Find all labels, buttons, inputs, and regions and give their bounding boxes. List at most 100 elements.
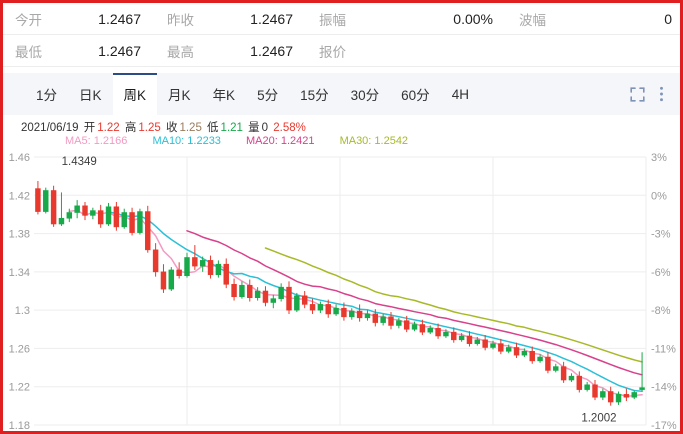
quote-row-1: 今开 1.2467 昨收 1.2467 振幅 0.00% 波幅 0	[3, 3, 680, 35]
y-axis-tick-right: 3%	[651, 152, 667, 164]
ma-line-ma20	[186, 230, 643, 376]
tab-4h[interactable]: 4H	[441, 73, 480, 115]
quote-row-2: 最低 1.2467 最高 1.2467 报价	[3, 35, 680, 67]
quote-label-range: 波幅	[519, 12, 546, 28]
candlestick	[451, 327, 457, 343]
candlestick	[43, 187, 49, 214]
tab-yeark[interactable]: 年K	[202, 73, 247, 115]
candlestick	[631, 390, 637, 400]
candlestick	[364, 310, 371, 321]
candlestick	[74, 200, 80, 219]
candlestick	[482, 335, 488, 351]
tab-15m[interactable]: 15分	[289, 73, 340, 115]
candlestick	[152, 243, 159, 277]
y-axis-tick-left: 1.26	[9, 343, 30, 355]
tab-30m-label: 30分	[350, 88, 380, 103]
y-axis-tick-left: 1.38	[9, 229, 30, 241]
info-close-label: 收	[165, 122, 178, 134]
candlestick	[427, 325, 433, 335]
peak-price-label: 1.4349	[62, 156, 97, 168]
candlestick	[325, 299, 331, 318]
tab-dayk[interactable]: 日K	[68, 73, 113, 115]
candlestick-chart-svg[interactable]: 1.46 3% 1.42 0% 1.38 -3% 1.34 -6% 1.3 -8% 1.26 -11%…	[3, 149, 680, 431]
quote-cell-high: 最高 1.2467	[155, 35, 307, 66]
tab-15m-label: 15分	[300, 88, 329, 103]
info-low-value: 1.21	[220, 122, 243, 134]
candlestick	[207, 255, 214, 279]
candlestick	[443, 329, 449, 338]
period-tabs: 1分 日K 周K 月K 年K 5分 15分 30分 60分 4H	[3, 73, 480, 115]
candlestick	[90, 207, 96, 220]
candlestick	[623, 388, 630, 402]
period-tabbar: 1分 日K 周K 月K 年K 5分 15分 30分 60分 4H	[3, 73, 680, 115]
candlestick	[592, 380, 598, 401]
y-axis-tick-left: 1.22	[9, 382, 30, 394]
quote-value-low: 1.2467	[98, 42, 141, 59]
candlestick	[168, 267, 175, 291]
fullscreen-icon[interactable]	[630, 86, 645, 102]
quote-header: 今开 1.2467 昨收 1.2467 振幅 0.00% 波幅 0 最低 1.2…	[3, 3, 680, 68]
candlestick	[192, 245, 198, 270]
quote-cell-today-open: 今开 1.2467	[3, 3, 155, 34]
trough-price-label: 1.2002	[581, 413, 616, 425]
candlestick	[403, 315, 410, 333]
candlestick	[615, 391, 622, 405]
ma-line-ma10	[107, 211, 643, 393]
quote-label-amplitude: 振幅	[319, 12, 346, 28]
candlestick	[537, 354, 543, 363]
candlestick	[105, 202, 112, 226]
info-low-label: 低	[207, 122, 219, 134]
candlestick	[584, 381, 590, 392]
quote-cell-low: 最低 1.2467	[3, 35, 155, 66]
candlestick	[184, 252, 190, 278]
candlestick	[466, 331, 473, 347]
y-axis-tick-right: -17%	[651, 420, 677, 431]
candlestick	[607, 386, 614, 406]
candlestick	[278, 283, 284, 302]
candlestick	[231, 278, 237, 301]
more-vertical-icon[interactable]	[659, 86, 664, 102]
y-axis-tick-left: 1.34	[9, 267, 30, 279]
tab-weekk[interactable]: 周K	[112, 73, 158, 115]
tab-60m[interactable]: 60分	[390, 73, 441, 115]
candlestick	[254, 287, 261, 301]
ma-line-ma30	[264, 247, 643, 363]
y-axis-tick-right: -8%	[651, 305, 671, 317]
quote-label-high: 最高	[167, 44, 194, 60]
quote-cell-amplitude: 振幅 0.00%	[307, 3, 507, 34]
candlestick	[262, 286, 269, 307]
candlestick	[474, 336, 481, 346]
tab-30m[interactable]: 30分	[340, 73, 391, 115]
candlestick	[333, 304, 339, 316]
info-vol-value: 0	[261, 122, 269, 134]
tab-1m[interactable]: 1分	[25, 73, 68, 115]
candlestick	[223, 258, 229, 289]
quote-value-high: 1.2467	[250, 42, 293, 59]
candlestick	[294, 292, 300, 313]
tab-1m-label: 1分	[36, 88, 58, 103]
candlestick	[121, 208, 127, 229]
candlestick	[35, 181, 41, 215]
candlestick	[341, 302, 347, 321]
candlestick	[490, 340, 496, 350]
candlestick	[458, 333, 465, 342]
candlestick-chart[interactable]: 1.46 3% 1.42 0% 1.38 -3% 1.34 -6% 1.3 -8% 1.26 -11%…	[3, 149, 680, 431]
candlestick	[349, 308, 355, 320]
candlestick	[301, 291, 308, 309]
candlestick	[560, 361, 567, 383]
info-vol-label: 量	[248, 122, 260, 134]
candlestick	[176, 262, 182, 279]
tabbar-spacer	[480, 73, 630, 115]
candlestick	[600, 388, 606, 401]
tab-monthk[interactable]: 月K	[157, 73, 202, 115]
tab-5m[interactable]: 5分	[246, 73, 289, 115]
y-axis-tick-right: -3%	[651, 229, 671, 241]
candlestick	[639, 352, 645, 392]
candlestick	[239, 281, 245, 299]
y-axis-tick-right: 0%	[651, 190, 667, 202]
candlestick	[129, 207, 135, 236]
info-close-value: 1.25	[179, 122, 202, 134]
tab-weekk-label: 周K	[123, 88, 147, 103]
candlestick	[498, 338, 504, 355]
